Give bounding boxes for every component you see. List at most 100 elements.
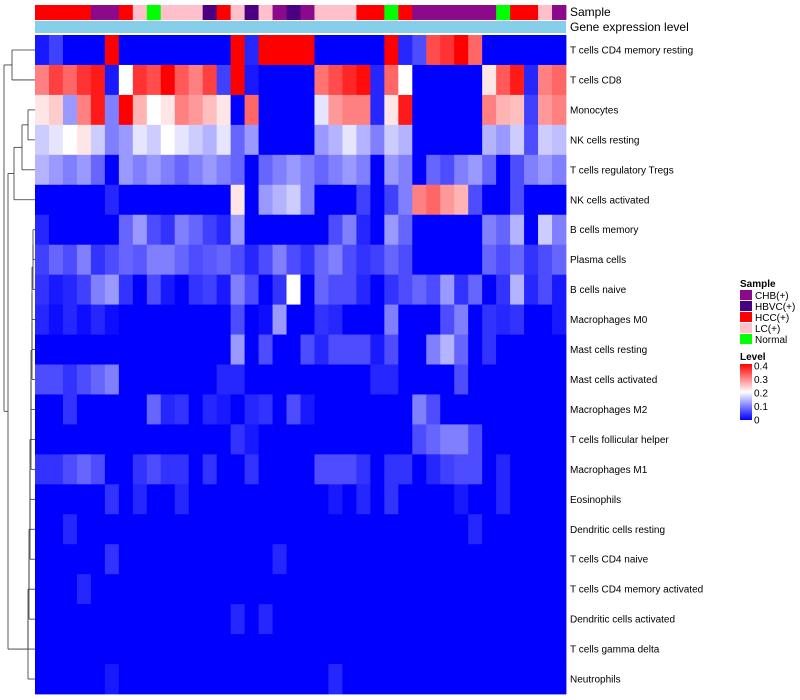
heatmap-cell	[524, 184, 539, 216]
heatmap-cell	[398, 574, 413, 605]
annotation-label-expression: Gene expression level	[570, 20, 689, 34]
heatmap-cell	[552, 604, 567, 635]
sample-annotation-cell	[454, 5, 469, 20]
heatmap-cell	[188, 484, 204, 515]
heatmap-cell	[370, 35, 385, 66]
sample-annotation-cell	[300, 5, 315, 20]
heatmap-cell	[48, 634, 64, 665]
heatmap-cell	[370, 574, 385, 605]
heatmap-cell	[538, 124, 553, 156]
heatmap-cell	[370, 274, 385, 305]
heatmap-cell	[440, 35, 455, 66]
heatmap-cell	[342, 604, 357, 635]
heatmap-cell	[468, 334, 483, 365]
heatmap-cell	[216, 244, 232, 276]
level-colorbar	[740, 364, 752, 420]
heatmap-cell	[244, 244, 259, 276]
heatmap-cell	[342, 35, 357, 66]
heatmap-cell	[202, 364, 218, 395]
heatmap-cell	[454, 514, 469, 545]
level-legend-title: Level	[740, 352, 766, 363]
heatmap-cell	[412, 574, 427, 605]
heatmap-cell	[356, 484, 371, 515]
heatmap-cell	[48, 484, 64, 515]
heatmap-cell	[244, 454, 259, 485]
row-dendrogram	[3, 49, 35, 680]
heatmap-cell	[48, 184, 64, 216]
heatmap-cell	[174, 364, 190, 395]
heatmap-cell	[286, 64, 301, 96]
heatmap-cell	[174, 574, 190, 605]
heatmap-cell	[104, 214, 120, 246]
heatmap-cell	[300, 634, 315, 665]
heatmap-cell	[286, 304, 301, 335]
heatmap-cell	[356, 64, 371, 96]
heatmap-cell	[300, 334, 315, 365]
heatmap-cell	[258, 124, 273, 156]
heatmap-cell	[440, 394, 455, 425]
heatmap-cell	[524, 454, 539, 485]
row-label: T cells CD4 memory activated	[570, 585, 703, 596]
heatmap-cell	[524, 274, 539, 305]
heatmap-cell	[440, 364, 455, 395]
heatmap-cell	[62, 484, 78, 515]
heatmap-cell	[286, 124, 301, 156]
sample-annotation-cell	[62, 5, 78, 20]
sample-annotation-cell	[244, 5, 259, 20]
sample-annotation-bar	[35, 5, 567, 20]
heatmap-cell	[35, 544, 50, 575]
heatmap-cell	[258, 94, 273, 126]
heatmap-cell	[426, 94, 441, 126]
heatmap-cell	[272, 364, 287, 395]
heatmap-cell	[146, 664, 162, 695]
heatmap-cell	[356, 94, 371, 126]
sample-annotation-cell	[160, 5, 176, 20]
heatmap-cell	[146, 244, 162, 276]
row-label: Mast cells resting	[570, 345, 647, 356]
heatmap-cell	[104, 94, 120, 126]
sample-legend-swatch	[740, 290, 752, 300]
heatmap-cell	[440, 64, 455, 96]
row-label: Neutrophils	[570, 675, 621, 686]
heatmap-cell	[552, 184, 567, 216]
heatmap-cell	[272, 394, 287, 425]
level-legend-label: 0.1	[754, 402, 768, 413]
heatmap-cell	[538, 274, 553, 305]
heatmap-cell	[496, 94, 511, 126]
heatmap-cell	[258, 454, 273, 485]
heatmap-cell	[342, 514, 357, 545]
heatmap-cell	[412, 544, 427, 575]
heatmap-cell	[524, 604, 539, 635]
heatmap-cell	[48, 544, 64, 575]
heatmap-cell	[384, 364, 399, 395]
heatmap-cell	[244, 154, 259, 186]
heatmap-cell	[174, 394, 190, 425]
heatmap-cell	[35, 274, 50, 305]
heatmap-cell	[440, 604, 455, 635]
heatmap-cell	[35, 604, 50, 635]
heatmap-cell	[272, 484, 287, 515]
heatmap-cell	[146, 424, 162, 455]
heatmap-cell	[482, 484, 497, 515]
sample-legend-label: Normal	[755, 335, 787, 346]
heatmap-cell	[552, 514, 567, 545]
heatmap-cell	[328, 334, 343, 365]
heatmap-cell	[272, 304, 287, 335]
heatmap-cell	[216, 304, 232, 335]
heatmap-cell	[188, 64, 204, 96]
heatmap-cell	[146, 364, 162, 395]
heatmap-cell	[48, 514, 64, 545]
heatmap-cell	[510, 484, 525, 515]
heatmap-cell	[384, 35, 399, 66]
heatmap-cell	[76, 124, 92, 156]
heatmap-cell	[398, 334, 413, 365]
heatmap-cell	[524, 94, 539, 126]
heatmap-cell	[454, 364, 469, 395]
heatmap-cell	[286, 634, 301, 665]
sample-legend-swatch	[740, 312, 752, 322]
heatmap-cell	[538, 544, 553, 575]
heatmap-cell	[174, 454, 190, 485]
heatmap-cell	[524, 514, 539, 545]
heatmap-cell	[510, 304, 525, 335]
heatmap-cell	[552, 94, 567, 126]
